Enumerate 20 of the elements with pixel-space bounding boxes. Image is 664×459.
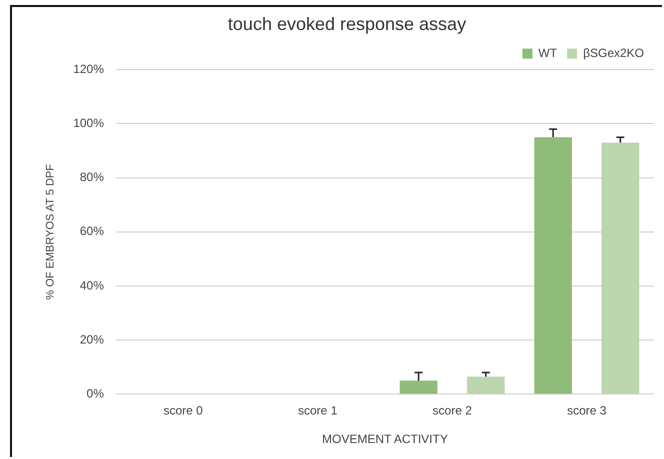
x-axis-title: MOVEMENT ACTIVITY <box>322 432 448 446</box>
y-tick-label: 40% <box>80 278 104 292</box>
bar <box>602 142 640 394</box>
y-tick-label: 80% <box>80 170 104 184</box>
y-tick-label: 20% <box>80 332 104 346</box>
y-tick-label: 100% <box>73 116 104 130</box>
y-axis-title: % OF EMBRYOS AT 5 DPF <box>44 164 57 300</box>
legend-label: βSGex2KO <box>583 46 644 60</box>
bar <box>467 376 505 394</box>
x-tick-label: score 1 <box>298 404 338 418</box>
x-tick-label: score 0 <box>163 404 204 418</box>
x-tick-label: score 2 <box>432 404 472 418</box>
y-tick-label: 120% <box>73 62 104 76</box>
bar <box>534 137 572 394</box>
bar <box>400 380 438 394</box>
chart-title: touch evoked response assay <box>228 14 466 34</box>
y-tick-label: 0% <box>86 386 104 401</box>
x-tick-label: score 3 <box>567 404 607 418</box>
y-tick-label: 60% <box>80 224 104 238</box>
legend-label: WT <box>538 46 558 60</box>
